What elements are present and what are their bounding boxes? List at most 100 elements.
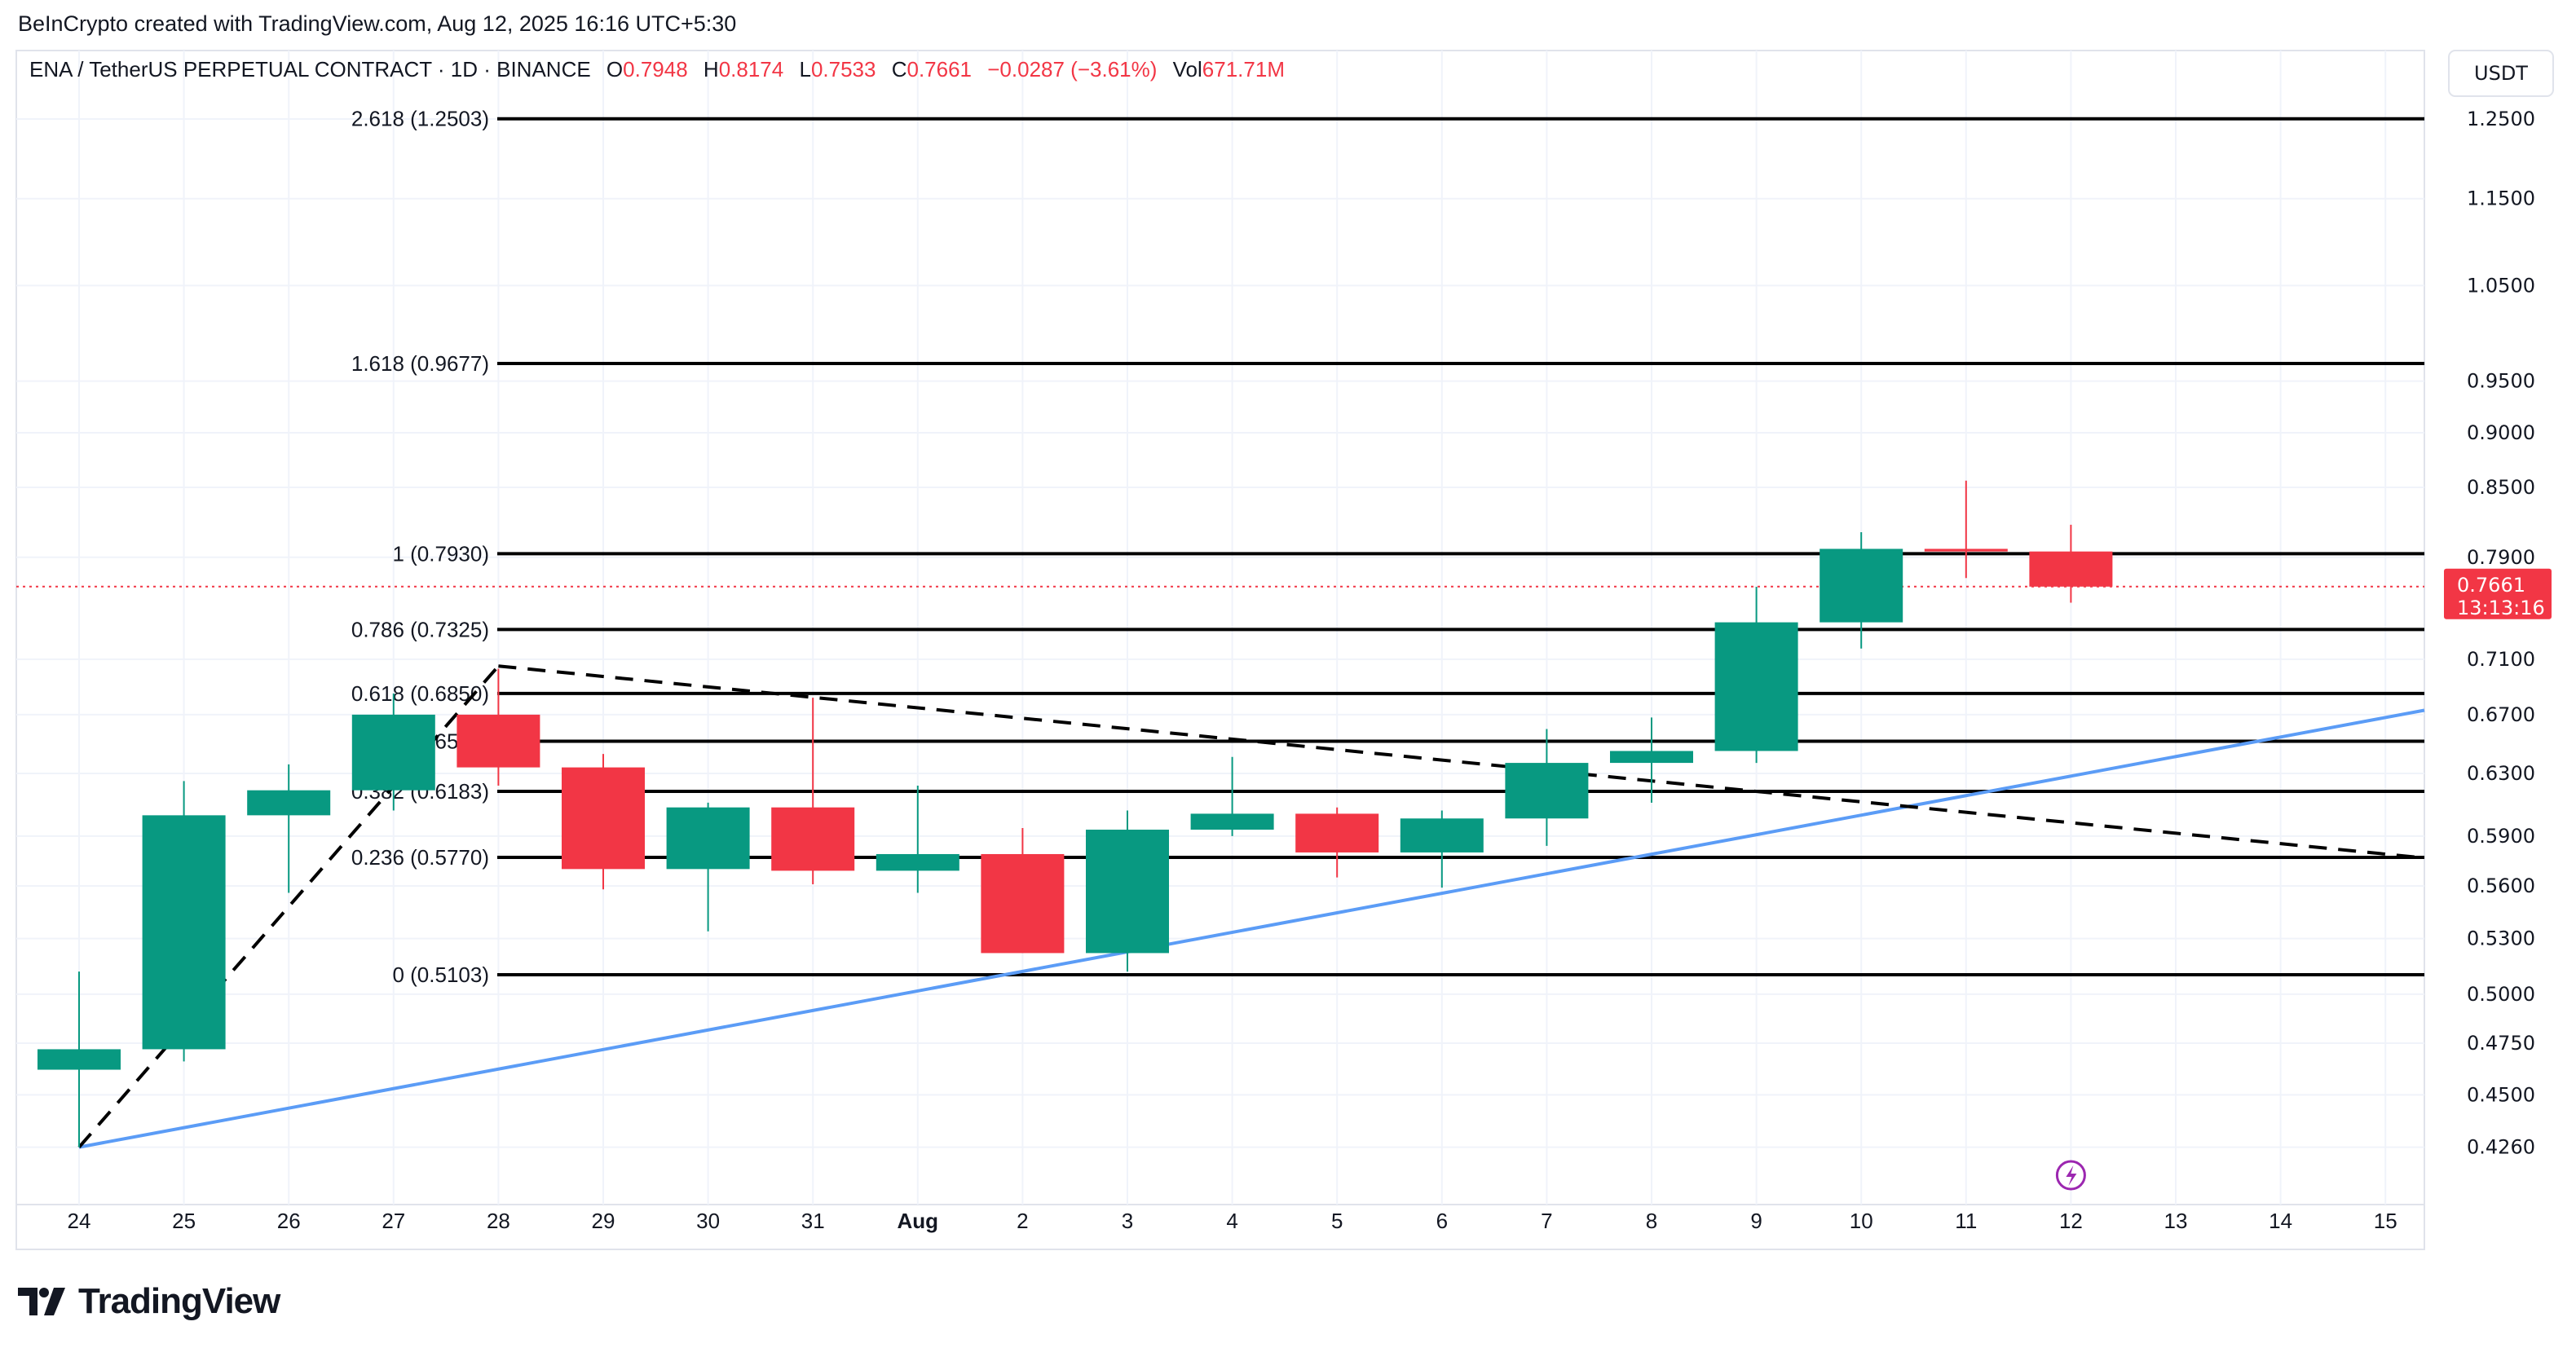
y-tick-label: 0.5300: [2467, 927, 2535, 950]
grid: [15, 50, 2425, 1250]
x-tick-label: 7: [1541, 1209, 1552, 1233]
y-tick-label: 0.4750: [2467, 1032, 2535, 1055]
x-tick-label: 13: [2164, 1209, 2188, 1233]
x-tick-label: 4: [1226, 1209, 1237, 1233]
fib-levels: 2.618 (1.2503) 1.618 (0.9677) 1 (0.7930) 0.…: [351, 107, 2424, 987]
y-tick-label: 1.0500: [2467, 274, 2535, 297]
candle-body: [771, 807, 855, 871]
y-tick-label: 0.7900: [2467, 546, 2535, 569]
candle: [2029, 524, 2113, 603]
y-tick-label: 0.8500: [2467, 476, 2535, 499]
x-tick-label: 2: [1017, 1209, 1028, 1233]
close-value: 0.7661: [906, 57, 973, 81]
candle: [1086, 810, 1169, 972]
candle-body: [1610, 751, 1693, 764]
x-tick-label: 27: [382, 1209, 405, 1233]
y-tick-label: 0.5900: [2467, 825, 2535, 848]
y-tick-label: 0.7100: [2467, 648, 2535, 671]
candle: [1820, 532, 1903, 649]
candle: [562, 754, 645, 890]
x-tick-label: 15: [2374, 1209, 2397, 1233]
fib-level-label: 1 (0.7930): [392, 541, 489, 566]
x-tick-label: 25: [172, 1209, 196, 1233]
candle-body: [1714, 622, 1798, 751]
x-tick-label: 9: [1750, 1209, 1762, 1233]
lightning-bolt: [2066, 1165, 2077, 1186]
candle: [771, 698, 855, 884]
candle-body: [1820, 548, 1903, 623]
lightning-icon[interactable]: [2055, 1160, 2086, 1191]
pane-border: [15, 50, 2425, 1250]
candle-body: [247, 790, 331, 816]
y-tick-label: 1.1500: [2467, 187, 2535, 210]
candle-body: [1924, 548, 2008, 552]
candle-body: [351, 714, 435, 791]
candle-body: [1086, 829, 1169, 954]
x-tick-label: 26: [277, 1209, 301, 1233]
candle-body: [1190, 813, 1274, 830]
candle-body: [666, 807, 750, 870]
x-tick-label: 5: [1331, 1209, 1343, 1233]
chart-credit: BeInCrypto created with TradingView.com,…: [18, 11, 737, 36]
low-value: 0.7533: [810, 57, 876, 81]
candle: [1924, 480, 2008, 579]
fib-level-label: 0.786 (0.7325): [351, 617, 489, 641]
x-tick-label: 11: [1955, 1209, 1977, 1233]
candle-body: [1505, 763, 1589, 819]
candle: [981, 828, 1065, 954]
x-tick-label: 3: [1122, 1209, 1133, 1233]
last-price-badge: [2444, 568, 2552, 619]
price-axis: 1.2500 1.1500 1.0500 0.9500 0.9000 0.8500 0.79…: [2444, 50, 2554, 1159]
open-value: 0.7948: [623, 57, 688, 81]
time-axis: 24 25 26 27 28 29 30 31 Aug 2 3 4 5 6 7 8 9 10 11 12 13 14 15: [68, 1209, 2397, 1233]
fib-level-label: 1.618 (0.9677): [351, 351, 489, 376]
currency-label: USDT: [2474, 62, 2528, 85]
x-tick-label: 30: [696, 1209, 720, 1233]
candle-body: [37, 1049, 121, 1070]
candle: [876, 786, 959, 893]
symbol-legend: ENA / TetherUS PERPETUAL CONTRACT · 1D ·…: [29, 57, 1285, 81]
y-tick-label: 0.5600: [2467, 874, 2535, 897]
candle-body: [2029, 551, 2113, 587]
y-tick-label: 0.6700: [2467, 703, 2535, 726]
y-tick-label: 0.4260: [2467, 1136, 2535, 1159]
y-tick-label: 0.5000: [2467, 983, 2535, 1006]
candle: [1190, 756, 1274, 836]
x-tick-label: 6: [1436, 1209, 1448, 1233]
ascending-trendline: [78, 708, 2425, 1149]
candle-body: [562, 767, 645, 870]
symbol-title: ENA / TetherUS PERPETUAL CONTRACT · 1D ·…: [29, 57, 591, 81]
x-tick-label: 12: [2059, 1209, 2083, 1233]
x-tick-label: 28: [487, 1209, 510, 1233]
volume-value: 671.71M: [1202, 57, 1285, 81]
candle: [1610, 717, 1693, 803]
x-tick-label: 10: [1850, 1209, 1873, 1233]
fib-level-label: 0 (0.5103): [392, 963, 489, 987]
candle: [666, 802, 750, 932]
candle-body: [142, 815, 226, 1050]
candle-body: [1400, 818, 1484, 852]
countdown-label: 13:13:16: [2457, 597, 2545, 619]
candle: [1505, 729, 1589, 846]
candle-body: [981, 853, 1065, 954]
x-tick-label: 24: [68, 1209, 91, 1233]
candle-body: [457, 714, 540, 768]
change-value: −0.0287 (−3.61%): [987, 57, 1158, 81]
y-tick-label: 0.9500: [2467, 370, 2535, 393]
currency-button[interactable]: [2448, 50, 2554, 97]
tradingview-logo-icon: [18, 1288, 65, 1315]
candle: [1714, 586, 1798, 764]
y-tick-label: 0.6300: [2467, 762, 2535, 785]
candle: [37, 971, 121, 1148]
y-tick-label: 1.2500: [2467, 108, 2535, 130]
candle: [247, 764, 331, 893]
tradingview-logo[interactable]: TradingView: [18, 1281, 280, 1322]
x-tick-label: 29: [592, 1209, 615, 1233]
candle-body: [876, 853, 959, 871]
candle: [142, 781, 226, 1062]
candles: [16, 480, 2424, 1191]
y-tick-label: 0.4500: [2467, 1083, 2535, 1106]
candle: [1400, 810, 1484, 888]
last-price-label: 0.7661: [2457, 574, 2525, 597]
